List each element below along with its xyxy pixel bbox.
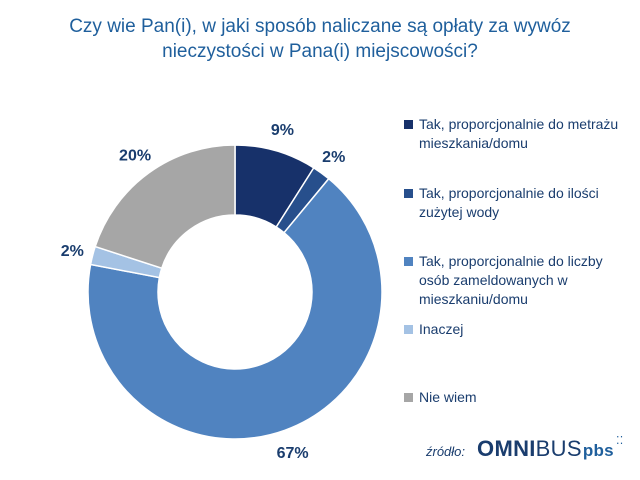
data-label-tak-proporcjonalnie-do-liczby-osob-zamel: 67%	[277, 445, 309, 462]
legend-label: Nie wiem	[419, 389, 477, 405]
data-label-nie-wiem: 20%	[119, 147, 151, 164]
legend-swatch	[404, 120, 413, 129]
logo-omni-text: OMNI	[477, 436, 536, 461]
donut-slice-tak-proporcjonalnie-do-liczby-osob-zamel	[87, 177, 383, 440]
legend-label: Tak, proporcjonalnie do metrażu mieszkan…	[419, 116, 619, 151]
logo-bus-text: BUS	[535, 436, 582, 461]
legend-swatch	[404, 393, 413, 402]
legend-item-tak-proporcjonalnie-do-liczby-osob-zamel: Tak, proporcjonalnie do liczby osób zame…	[404, 252, 636, 309]
data-label-tak-proporcjonalnie-do-ilosci-zuzytej-wo: 2%	[322, 149, 345, 166]
legend-swatch	[404, 257, 413, 266]
legend-label: Tak, proporcjonalnie do ilości zużytej w…	[419, 185, 599, 220]
source-attribution: źródło: OMNIBUSpbs ⁚⁚	[426, 435, 624, 462]
legend-label: Inaczej	[419, 321, 464, 337]
legend-item-nie-wiem: Nie wiem	[404, 388, 636, 407]
legend-item-tak-proporcjonalnie-do-metrazu-mieszkani: Tak, proporcjonalnie do metrażu mieszkan…	[404, 115, 636, 153]
omnibus-pbs-logo: OMNIBUSpbs ⁚⁚	[477, 435, 624, 462]
legend-swatch	[404, 325, 413, 334]
source-label: źródło:	[426, 444, 466, 459]
logo-dots-icon: ⁚⁚	[615, 435, 624, 447]
legend-item-inaczej: Inaczej	[404, 320, 636, 339]
donut-slice-nie-wiem	[94, 144, 236, 270]
legend-item-tak-proporcjonalnie-do-ilosci-zuzytej-wo: Tak, proporcjonalnie do ilości zużytej w…	[404, 184, 636, 222]
data-label-inaczej: 2%	[61, 243, 84, 260]
legend-label: Tak, proporcjonalnie do liczby osób zame…	[419, 253, 603, 307]
data-label-tak-proporcjonalnie-do-metrazu-mieszkani: 9%	[271, 122, 294, 139]
chart-title: Czy wie Pan(i), w jaki sposób naliczane …	[69, 16, 571, 62]
logo-pbs-text: pbs	[582, 441, 614, 460]
legend-swatch	[404, 189, 413, 198]
